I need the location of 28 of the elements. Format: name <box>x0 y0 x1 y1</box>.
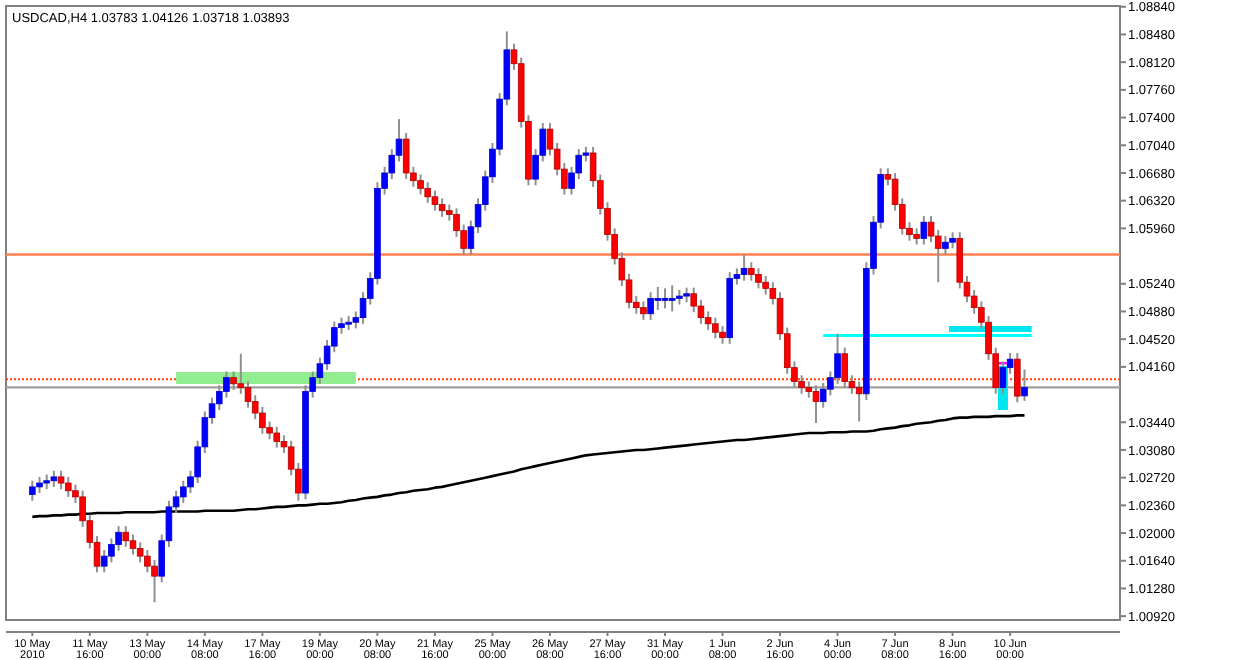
candlestick <box>1021 368 1028 402</box>
candlestick <box>151 558 158 604</box>
candlestick <box>64 475 72 498</box>
candlestick <box>273 425 281 449</box>
candlestick <box>1014 352 1021 404</box>
candlestick <box>755 267 762 290</box>
candlestick <box>417 173 424 196</box>
candlestick <box>812 384 820 425</box>
candlestick <box>438 197 446 218</box>
candlestick <box>712 316 719 340</box>
candlestick <box>29 479 36 502</box>
candlestick <box>654 285 662 311</box>
candlestick <box>129 533 137 556</box>
candlestick <box>855 380 863 423</box>
candlestick <box>661 287 669 310</box>
candlestick <box>640 300 647 321</box>
candlestick <box>136 541 144 564</box>
candlestick <box>431 189 439 212</box>
candlestick <box>122 525 130 548</box>
candlestick <box>920 215 928 246</box>
candlestick <box>57 469 65 491</box>
candlestick <box>740 253 748 282</box>
candlestick <box>668 284 676 313</box>
candlestick <box>180 479 187 505</box>
candlestick <box>647 291 654 321</box>
candlestick <box>424 181 432 204</box>
candlestick <box>748 261 755 282</box>
candlestick <box>942 235 949 256</box>
